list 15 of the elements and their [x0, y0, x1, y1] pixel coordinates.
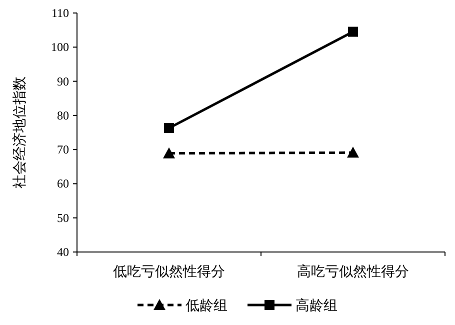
legend-label: 低龄组 — [186, 298, 228, 314]
y-tick-label: 40 — [57, 245, 69, 259]
point — [164, 123, 174, 134]
y-tick-label: 90 — [57, 74, 69, 88]
x-tick-label: 高吃亏似然性得分 — [297, 264, 409, 280]
y-tick-label: 50 — [57, 210, 69, 225]
y-tick-label: 100 — [51, 40, 69, 54]
legend-label: 高龄组 — [296, 298, 338, 314]
y-tick-label: 80 — [57, 108, 69, 122]
y-tick-label: 110 — [51, 6, 69, 20]
y-tick-label: 60 — [57, 176, 69, 191]
y-axis-title: 社会经济地位指数 — [12, 76, 28, 188]
x-tick-label: 低吃亏似然性得分 — [113, 264, 225, 280]
y-tick-label: 70 — [57, 142, 69, 157]
point — [348, 26, 358, 37]
